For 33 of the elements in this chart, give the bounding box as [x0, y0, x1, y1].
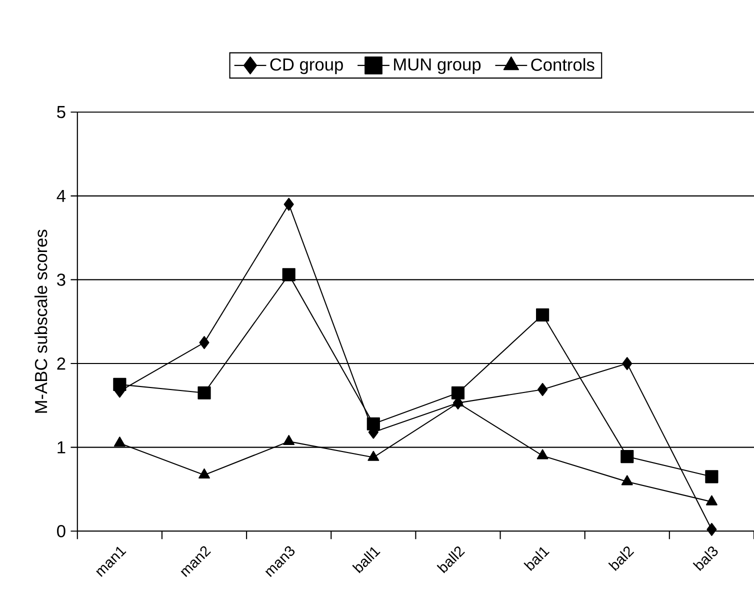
- point: [366, 417, 380, 430]
- x-tick-label: bal2: [608, 546, 634, 572]
- point: [114, 436, 126, 447]
- legend-label: MUN group: [394, 58, 481, 74]
- x-tick-label: bal1: [524, 547, 550, 572]
- point: [198, 468, 210, 479]
- legend-label: Controls: [531, 58, 594, 71]
- x-tick-label: bal3: [692, 546, 718, 572]
- point: [113, 378, 126, 392]
- point: [706, 495, 718, 506]
- point: [620, 450, 634, 464]
- y-tick-label: 4: [56, 190, 66, 202]
- y-tick-label: 1: [58, 441, 66, 454]
- point: [621, 475, 633, 486]
- point: [451, 386, 465, 400]
- y-tick-label: 3: [57, 274, 66, 286]
- y-axis-title: M-ABC subscale scores: [34, 230, 48, 413]
- point: [284, 198, 294, 211]
- point: [705, 470, 718, 484]
- point: [536, 308, 550, 322]
- y-tick-label: 0: [57, 525, 66, 538]
- point: [283, 434, 295, 446]
- point: [536, 449, 548, 460]
- point: [538, 383, 548, 396]
- point: [622, 357, 632, 370]
- y-tick-label: 2: [57, 358, 66, 370]
- point: [282, 268, 296, 282]
- point: [368, 450, 380, 461]
- point: [198, 386, 211, 400]
- legend-label: CD group: [270, 58, 343, 74]
- y-tick-label: 5: [57, 106, 66, 118]
- point: [199, 336, 210, 350]
- point: [706, 522, 717, 536]
